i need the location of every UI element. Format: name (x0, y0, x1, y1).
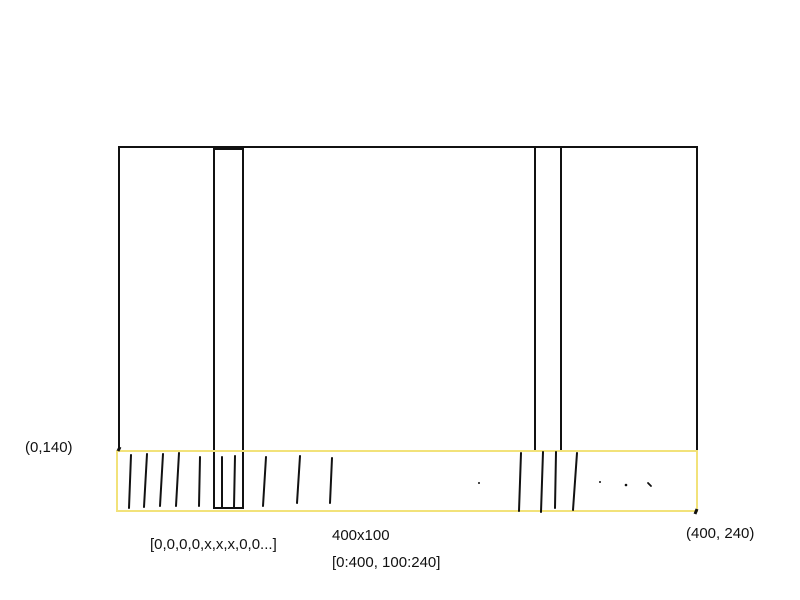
dot (599, 481, 601, 483)
stroke (572, 452, 578, 511)
strip-size-label: 400x100 (332, 527, 390, 544)
corner-coordinate-label: (400, 240) (686, 525, 755, 542)
dot (478, 482, 480, 484)
stroke (262, 456, 267, 507)
strip-strokes (128, 451, 578, 513)
stroke (554, 451, 557, 509)
dot (647, 482, 652, 487)
right-column (534, 147, 562, 452)
slice-notation-label: [0:400, 100:240] (332, 554, 441, 571)
stroke (518, 452, 522, 512)
outer-frame (118, 146, 698, 510)
left-column (213, 148, 244, 509)
corner-tick (693, 508, 699, 515)
stroke (128, 454, 132, 509)
highlight-strip (116, 450, 698, 512)
stroke (198, 456, 201, 507)
stroke (540, 451, 544, 513)
stroke (296, 455, 301, 504)
origin-tick (116, 446, 122, 452)
stroke (175, 452, 180, 507)
stroke (143, 453, 148, 508)
stroke (233, 455, 236, 508)
dot (624, 483, 628, 487)
origin-coordinate-label: (0,140) (25, 439, 73, 456)
stroke (329, 457, 333, 504)
stroke (159, 453, 164, 507)
mask-array-label: [0,0,0,0,x,x,x,0,0...] (150, 536, 277, 553)
strip-dots (478, 481, 652, 487)
